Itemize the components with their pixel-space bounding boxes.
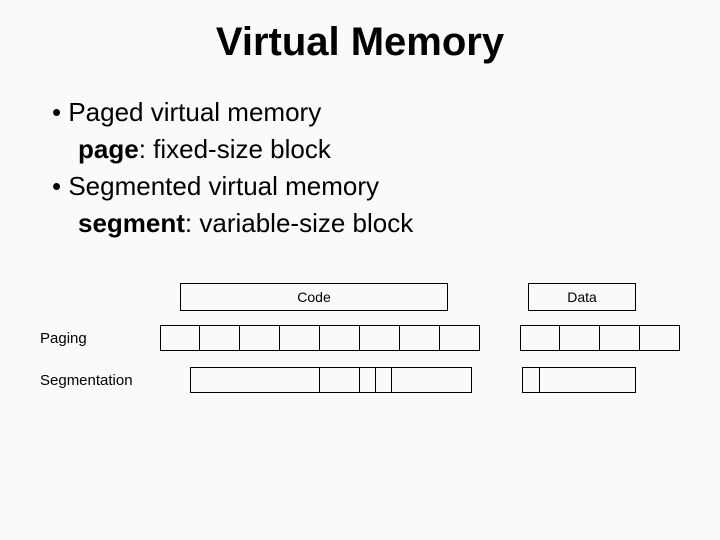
block-cell <box>560 325 600 351</box>
bullet-1: • Paged virtual memory <box>52 95 680 130</box>
code-label-box: Code <box>180 283 448 309</box>
bullet-2-sub: segment: variable-size block <box>52 206 680 241</box>
paging-blocks <box>160 325 680 351</box>
block-cell <box>522 367 540 393</box>
def-page: : fixed-size block <box>139 134 331 164</box>
block-cell <box>400 325 440 351</box>
paging-label: Paging <box>40 330 160 347</box>
block-cell <box>360 325 400 351</box>
memory-diagram: Code Data Paging Segmentation <box>40 281 680 395</box>
paging-data-group <box>520 325 680 351</box>
block-cell <box>376 367 392 393</box>
paging-row: Paging <box>40 323 680 353</box>
block-cell <box>540 367 636 393</box>
block-cell <box>392 367 472 393</box>
block-cell <box>190 367 320 393</box>
page-title: Virtual Memory <box>40 20 680 65</box>
block-cell <box>160 325 200 351</box>
bullet-2: • Segmented virtual memory <box>52 169 680 204</box>
bullet-2-text: Segmented virtual memory <box>68 171 379 201</box>
block-cell <box>440 325 480 351</box>
def-segment: : variable-size block <box>185 208 413 238</box>
block-cell <box>360 367 376 393</box>
data-label-cell: Data <box>528 283 636 311</box>
block-cell <box>600 325 640 351</box>
block-cell <box>240 325 280 351</box>
bullet-content: • Paged virtual memory page: fixed-size … <box>40 95 680 241</box>
segmentation-blocks <box>160 367 680 393</box>
segmentation-data-group <box>522 367 636 393</box>
term-page: page <box>78 134 139 164</box>
segmentation-label: Segmentation <box>40 372 160 389</box>
bullet-1-sub: page: fixed-size block <box>52 132 680 167</box>
segmentation-row: Segmentation <box>40 365 680 395</box>
block-cell <box>280 325 320 351</box>
paging-code-group <box>160 325 480 351</box>
bullet-1-text: Paged virtual memory <box>68 97 321 127</box>
block-cell <box>520 325 560 351</box>
block-cell <box>320 325 360 351</box>
block-cell <box>320 367 360 393</box>
segmentation-code-group <box>190 367 472 393</box>
code-label-cell: Code <box>180 283 448 311</box>
term-segment: segment <box>78 208 185 238</box>
block-cell <box>640 325 680 351</box>
label-blocks: Code Data <box>160 283 680 309</box>
block-cell <box>200 325 240 351</box>
data-label-box: Data <box>528 283 636 309</box>
label-row: Code Data <box>40 281 680 311</box>
